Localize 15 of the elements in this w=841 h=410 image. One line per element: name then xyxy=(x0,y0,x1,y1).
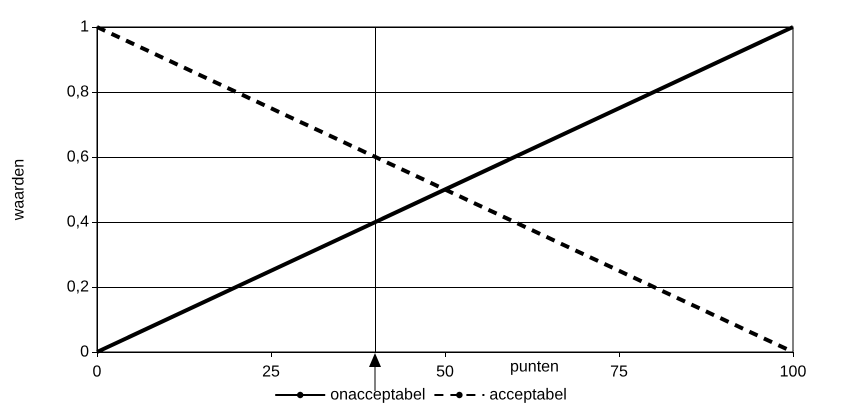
y-tick-label: 0,4 xyxy=(66,214,90,230)
x-tick-label: 25 xyxy=(262,364,280,380)
x-axis-title: punten xyxy=(510,358,559,376)
legend-label: acceptabel xyxy=(489,386,567,404)
y-tick-label: 0,2 xyxy=(66,278,90,296)
x-tick-label: 0 xyxy=(92,364,102,380)
x-tick-label: 50 xyxy=(436,364,454,380)
x-tick-label: 75 xyxy=(610,364,628,380)
y-tick-label: 1 xyxy=(80,18,90,36)
y-tick-label: 0,6 xyxy=(66,148,90,166)
y-tick-label: 0 xyxy=(80,344,90,360)
y-tick-label: 0,8 xyxy=(66,84,90,100)
x-tick-label: 100 xyxy=(780,364,806,380)
y-axis-title: waarden xyxy=(10,158,28,222)
legend-label: onacceptabel xyxy=(330,386,426,404)
